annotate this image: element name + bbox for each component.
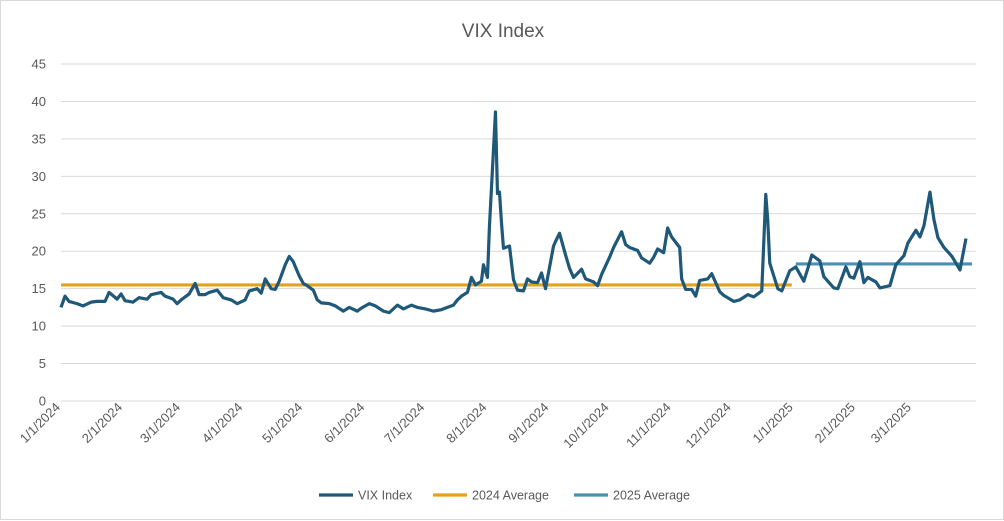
y-tick-label: 20 bbox=[32, 244, 46, 259]
y-tick-label: 30 bbox=[32, 169, 46, 184]
legend: VIX Index 2024 Average 2025 Average bbox=[319, 489, 690, 503]
y-tick-label: 0 bbox=[39, 394, 46, 409]
x-tick-label: 2/1/2024 bbox=[79, 400, 125, 446]
series-line-0 bbox=[59, 110, 968, 315]
x-tick-label: 5/1/2024 bbox=[259, 400, 305, 446]
legend-label: 2025 Average bbox=[613, 489, 690, 503]
y-tick-label: 40 bbox=[32, 94, 46, 109]
y-tick-label: 15 bbox=[32, 281, 46, 296]
plot-area bbox=[59, 110, 972, 315]
y-tick-label: 35 bbox=[32, 131, 46, 146]
x-tick-label: 8/1/2024 bbox=[443, 400, 489, 446]
legend-label: VIX Index bbox=[358, 489, 413, 503]
x-axis-ticks: 1/1/2024 2/1/2024 3/1/2024 4/1/2024 5/1/2024… bbox=[17, 400, 914, 452]
x-tick-label: 9/1/2024 bbox=[505, 400, 551, 446]
x-tick-label: 4/1/2024 bbox=[199, 400, 245, 446]
x-tick-label: 3/1/2024 bbox=[137, 400, 183, 446]
x-tick-label: 12/1/2024 bbox=[682, 400, 734, 452]
x-tick-label: 11/1/2024 bbox=[623, 400, 674, 451]
x-tick-label: 2/1/2025 bbox=[812, 400, 858, 446]
x-tick-label: 7/1/2024 bbox=[381, 400, 427, 446]
legend-label: 2024 Average bbox=[472, 489, 549, 503]
y-tick-label: 25 bbox=[32, 206, 46, 221]
y-tick-label: 45 bbox=[32, 57, 46, 72]
y-tick-label: 5 bbox=[39, 356, 46, 371]
gridlines bbox=[61, 63, 976, 402]
x-tick-label: 10/1/2024 bbox=[560, 400, 612, 452]
y-axis-ticks: 0 5 10 15 20 25 30 35 40 45 bbox=[32, 57, 46, 409]
x-tick-label: 6/1/2024 bbox=[321, 400, 367, 446]
x-tick-label: 3/1/2025 bbox=[868, 400, 914, 446]
chart-title: VIX Index bbox=[462, 21, 545, 42]
y-tick-label: 10 bbox=[32, 319, 46, 334]
x-tick-label: 1/1/2025 bbox=[750, 400, 796, 446]
